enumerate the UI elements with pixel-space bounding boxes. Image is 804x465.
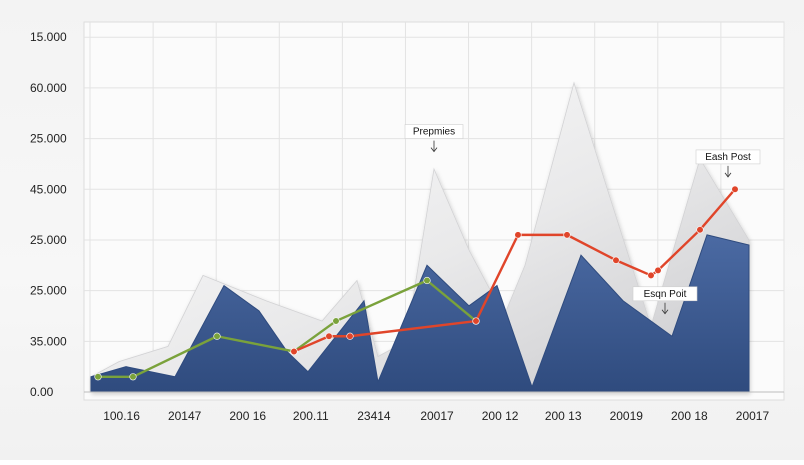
data-point <box>731 185 739 193</box>
data-point <box>290 347 298 356</box>
annotation-label: Eash Post <box>705 152 751 163</box>
point-layer <box>94 185 739 381</box>
annotation-box <box>695 149 761 165</box>
y-tick-label: 45.000 <box>30 182 67 196</box>
data-point <box>563 231 571 239</box>
y-tick-label: 25.000 <box>30 132 67 146</box>
x-tick-label: 20017 <box>420 409 454 423</box>
data-point <box>647 271 655 280</box>
x-tick-label: 20017 <box>736 409 770 423</box>
annotation: Prepmies <box>404 124 464 153</box>
data-point <box>325 332 333 340</box>
data-point <box>129 373 137 381</box>
data-point <box>94 373 102 381</box>
y-tick-label: 25.000 <box>30 233 67 247</box>
data-point <box>423 276 431 285</box>
annotation-label: Prepmies <box>413 127 455 138</box>
annotation: Eash Post <box>695 149 761 178</box>
y-tick-label: 60.000 <box>30 81 67 95</box>
annotation-box <box>404 124 464 139</box>
x-tick-label: 200 12 <box>482 409 519 423</box>
axis-layer: 0.00 35.000 25.000 25.000 45.000 25.000 60.000… <box>30 30 784 423</box>
y-tick-label: 25.000 <box>30 284 67 298</box>
data-point <box>654 266 662 274</box>
y-tick-label: 15.000 <box>30 30 67 44</box>
y-tick-label: 0.00 <box>30 385 54 399</box>
annotation-box <box>632 286 698 302</box>
x-tick-label: 200.11 <box>293 409 329 423</box>
x-tick-label: 200 16 <box>229 409 266 423</box>
annotation-arrow-head <box>430 147 438 153</box>
data-point <box>213 332 221 340</box>
data-point <box>346 332 354 340</box>
x-tick-label: 100.16 <box>103 409 140 423</box>
x-tick-label: 200 13 <box>545 409 582 423</box>
data-point <box>696 226 704 234</box>
data-point <box>514 231 522 239</box>
annotation-arrow-head <box>661 309 669 315</box>
x-tick-label: 20019 <box>610 409 644 423</box>
annotation-label: Esqn Poit <box>644 289 687 300</box>
x-tick-label: 20147 <box>168 409 202 423</box>
data-point <box>472 317 480 325</box>
area-layer <box>90 234 750 393</box>
y-tick-label: 35.000 <box>30 334 67 348</box>
annotation-arrow-head <box>724 172 732 178</box>
data-point <box>332 317 340 325</box>
data-point <box>612 256 620 264</box>
x-tick-label: 200 18 <box>671 409 708 423</box>
x-tick-label: 23414 <box>357 409 391 423</box>
annotation: Esqn Poit <box>632 286 698 315</box>
annotation-layer: Prepmies Eash Post Esqn Poit <box>404 124 761 315</box>
blue-area <box>90 234 750 393</box>
